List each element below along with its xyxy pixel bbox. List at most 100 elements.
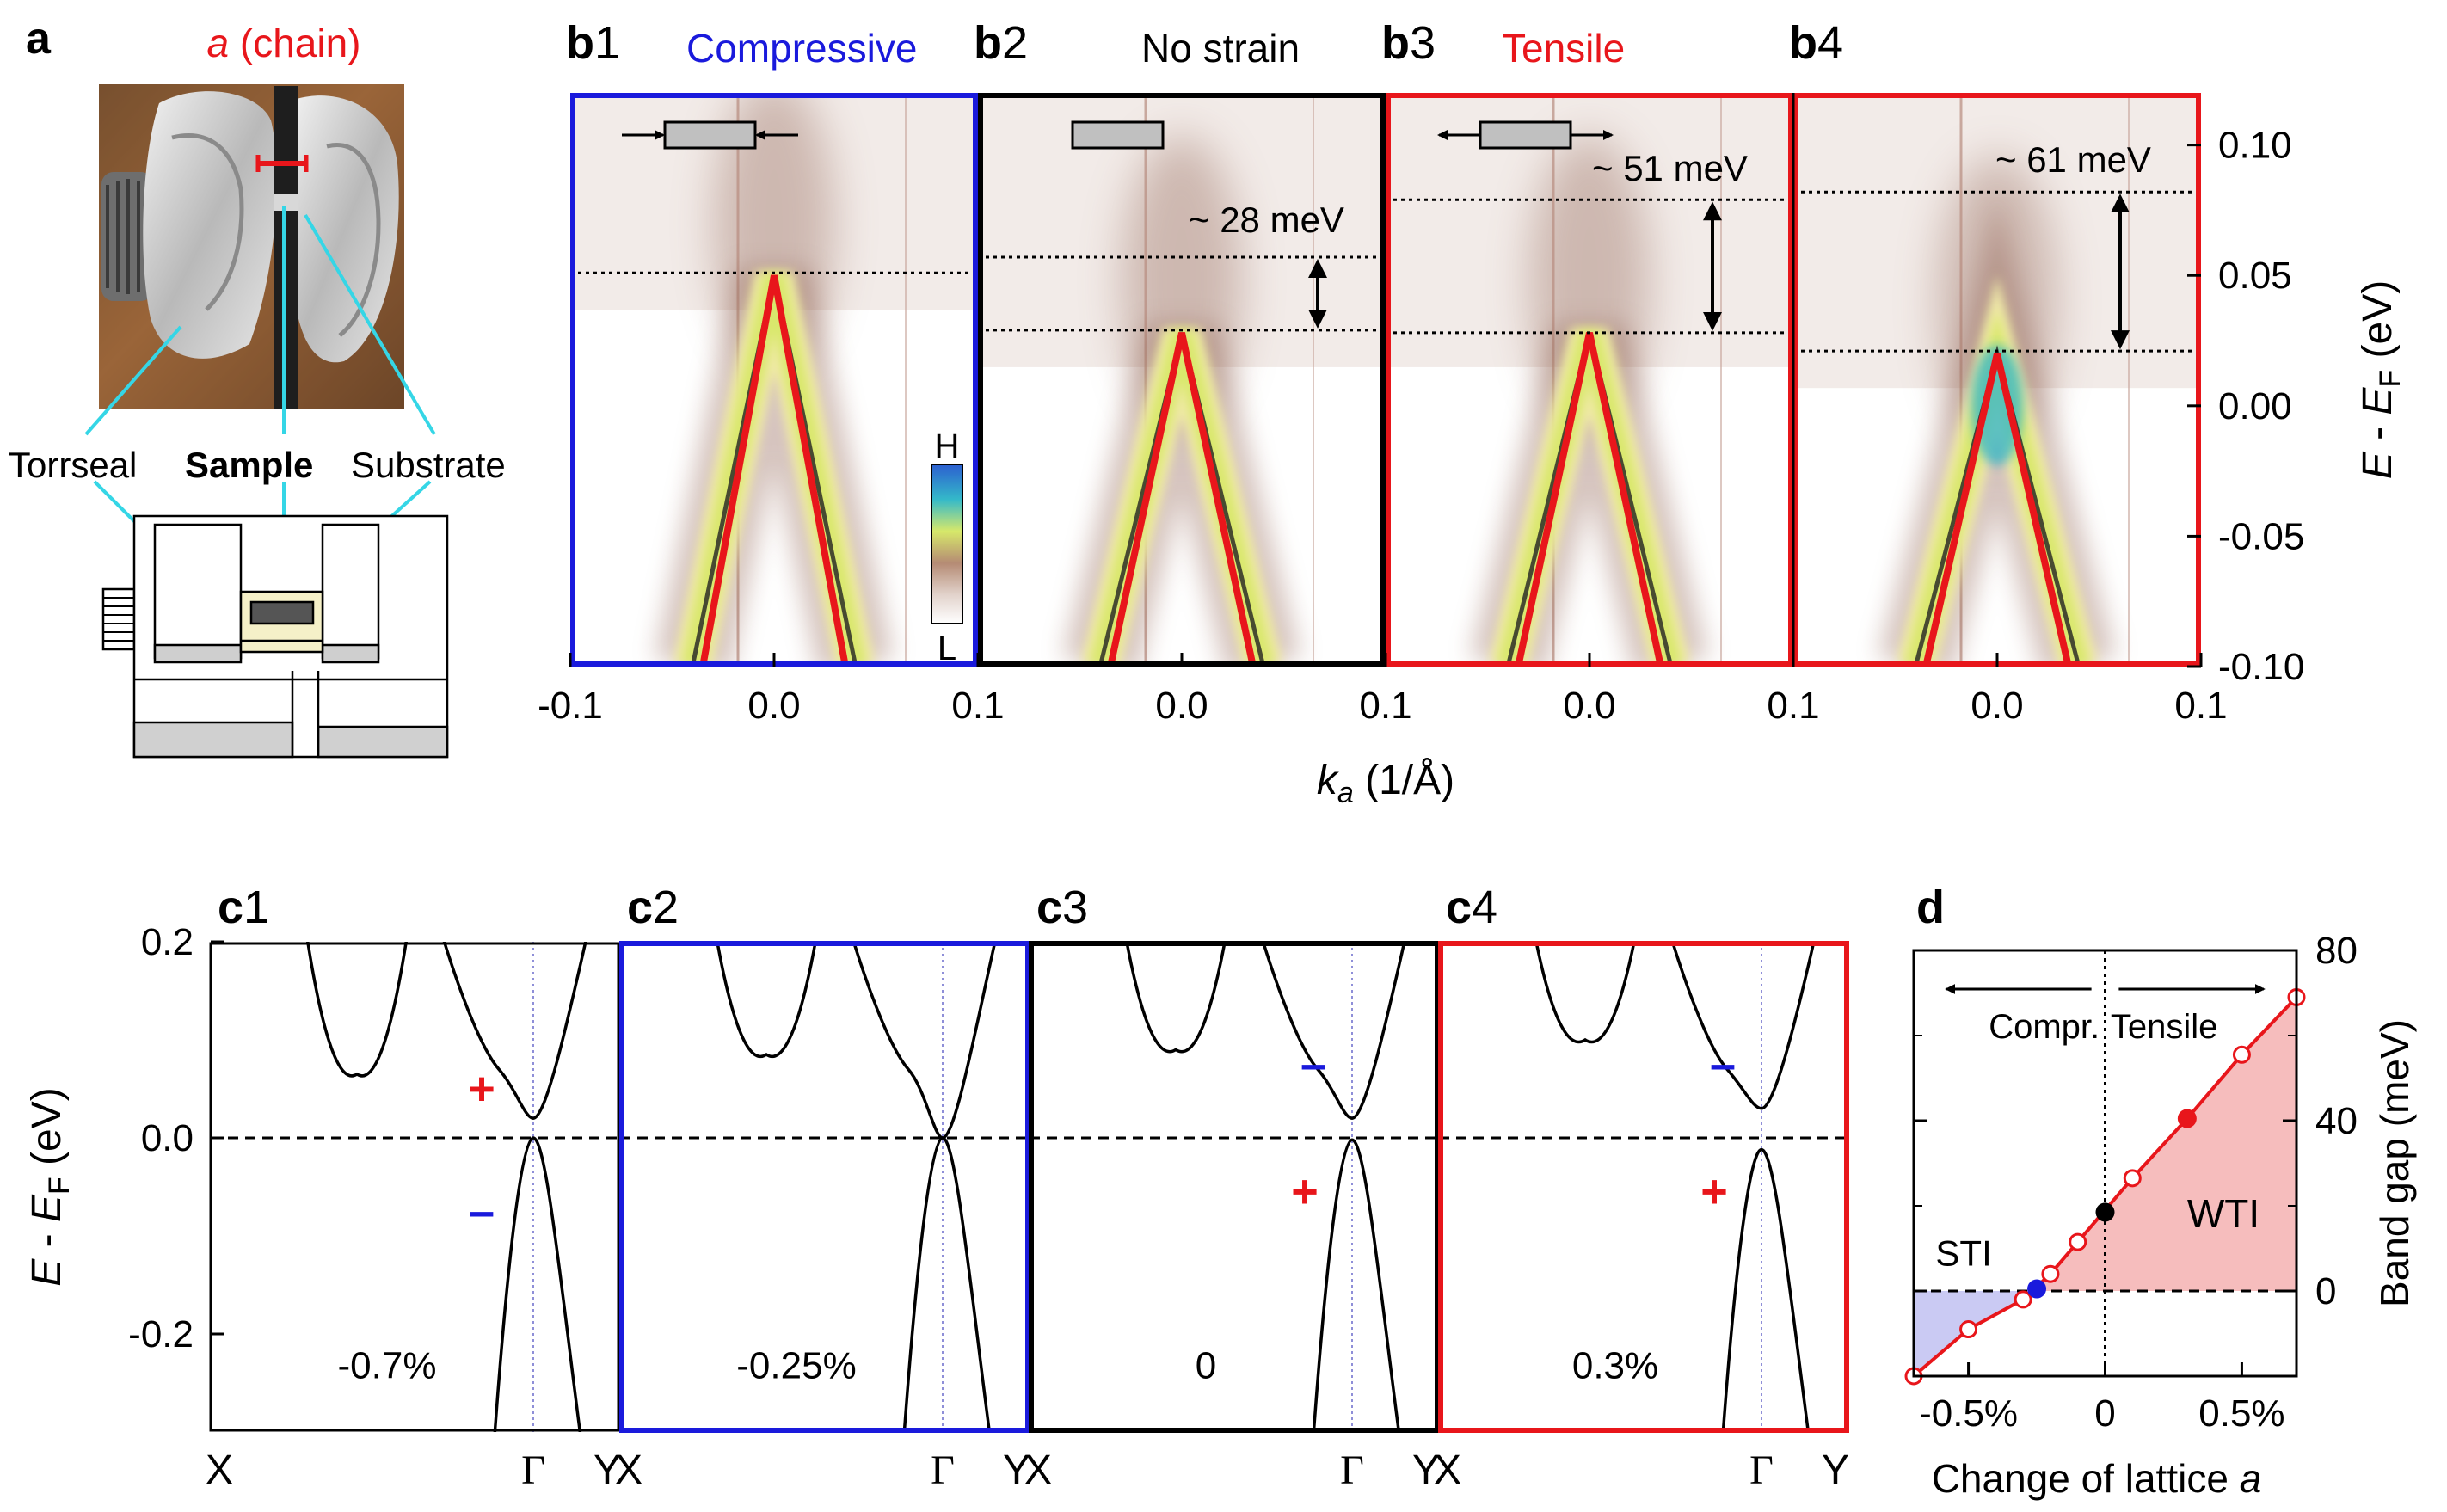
subpanel-letter: c4: [1446, 882, 1497, 933]
data-point: [2069, 1232, 2087, 1251]
band-lines: [1125, 942, 1406, 1432]
strain-value: 0.3%: [1572, 1344, 1658, 1386]
y-tick-label: -0.2: [128, 1313, 194, 1355]
y-tick-label: 40: [2315, 1100, 2358, 1142]
x-tick-label: -0.5%: [1919, 1392, 2018, 1435]
subpanel-frame: [1029, 941, 1440, 1433]
k-point-label: X: [615, 1447, 642, 1493]
x-tick-label: 0.1: [2174, 685, 2227, 727]
wti-label: WTI: [2187, 1191, 2259, 1236]
sti-label: STI: [1935, 1232, 1991, 1273]
subpanel-letter: c3: [1036, 882, 1088, 933]
x-tick-label: 0.1: [951, 685, 1004, 727]
conduction-band: [852, 942, 997, 1140]
highlight-point: [2095, 1202, 2115, 1222]
valence-band: [1721, 1147, 1811, 1432]
y-tick-label: 0.00: [2218, 385, 2292, 427]
colorbar-high-label: H: [935, 427, 960, 465]
data-point: [2014, 1290, 2032, 1309]
panel-a-letter: a: [26, 14, 52, 64]
panel-a: a a (chain): [9, 14, 506, 759]
k-point-label: X: [206, 1447, 233, 1493]
panel-b: H Lb1 Compressive ~ 28 meV b2 No strain ~ 51 m…: [538, 17, 2407, 809]
subpanel-frame: [619, 941, 1030, 1433]
dirac-cone-fit: [699, 274, 849, 667]
parity-sign-lower: –: [469, 1186, 495, 1238]
y-tick-label: 0.10: [2218, 125, 2292, 167]
conduction-band: [1261, 942, 1406, 1120]
k-point-label: Γ: [1340, 1447, 1364, 1493]
y-tick-label: -0.10: [2218, 646, 2304, 688]
arpes-intensity: [978, 93, 1386, 667]
x-axis-label: ka (1/Å): [1317, 758, 1454, 809]
parity-sign-lower: +: [1291, 1166, 1319, 1218]
y-tick-label: 80: [2315, 930, 2358, 972]
band-lines: [306, 942, 587, 1432]
k-point-label: Y: [1822, 1447, 1849, 1493]
electron-pocket: [1125, 942, 1227, 1054]
valence-band: [1312, 1138, 1401, 1432]
x-tick-label: 0: [2094, 1392, 2115, 1435]
arpes-subpanel-b2: ~ 28 meV b2 No strain: [974, 17, 1386, 667]
arpes-subpanel-b4: ~ 61 meV b4: [1789, 17, 2201, 667]
band-lines: [716, 942, 997, 1432]
x-tick-label: 0.1: [1767, 685, 1819, 727]
arpes-intensity: [570, 93, 978, 667]
band-subpanel-c2: -0.25% c2: [619, 882, 1030, 1433]
sti-region: [1914, 1291, 2032, 1376]
data-point: [1959, 1320, 1978, 1339]
dirac-cone-fit: [1107, 332, 1257, 667]
k-point-label: Γ: [521, 1447, 545, 1493]
k-point-label: Γ: [931, 1447, 955, 1493]
k-point-label: Γ: [1749, 1447, 1774, 1493]
parity-sign-upper: +: [468, 1063, 495, 1115]
k-point-label: X: [1024, 1447, 1052, 1493]
band-lines: [1534, 942, 1816, 1432]
k-point-label: Y: [1412, 1447, 1440, 1493]
gap-value-label: ~ 61 meV: [1995, 139, 2151, 180]
data-point: [2041, 1264, 2060, 1283]
subpanel-letter: b2: [974, 17, 1028, 69]
parity-sign-upper: –: [1710, 1039, 1736, 1091]
subpanel-letter: b3: [1381, 17, 1436, 69]
subpanel-letter: c2: [627, 882, 679, 933]
y-tick-label: 0: [2315, 1270, 2336, 1312]
k-point-label: X: [1434, 1447, 1461, 1493]
subpanel-title: No strain: [1141, 26, 1300, 71]
panel-a-title: a (chain): [207, 21, 361, 65]
strain-value: 0: [1196, 1344, 1216, 1386]
highlight-point: [2027, 1279, 2047, 1299]
gap-value-label: ~ 28 meV: [1189, 200, 1344, 240]
x-tick-label: 0.0: [1971, 685, 2023, 727]
tensile-label: Tensile: [2111, 1008, 2218, 1046]
label-sample: Sample: [185, 445, 313, 485]
y-tick-label: 0.0: [141, 1117, 194, 1159]
sample-photo: [99, 84, 404, 409]
subpanel-frame: [1438, 941, 1849, 1433]
arpes-subpanel-b3: ~ 51 meV b3 Tensile: [1381, 17, 1793, 667]
strain-schematic: [663, 120, 757, 150]
subpanel-letter: b4: [1789, 17, 1843, 69]
y-axis-label: Band gap (meV): [2372, 1019, 2417, 1307]
valence-band: [493, 1136, 582, 1432]
subpanel-letter: c1: [218, 882, 269, 933]
panel-d-letter: d: [1916, 882, 1945, 933]
strain-schematic: [1071, 120, 1165, 150]
data-point: [2232, 1045, 2251, 1064]
strain-value: -0.25%: [736, 1344, 856, 1386]
y-tick-label: 0.2: [141, 921, 194, 963]
x-axis-label: Change of lattice a: [1932, 1456, 2262, 1501]
dirac-cone-fit: [1922, 353, 2072, 667]
k-point-label: Y: [1003, 1447, 1030, 1493]
panel-d: d 80 40 0 -0.5% 0 0.5% Change of lattice a Band …: [1904, 882, 2417, 1501]
band-subpanel-c3: – +0 c3: [1029, 882, 1440, 1433]
subpanel-frame: [209, 942, 620, 1432]
y-tick-label: 0.05: [2218, 255, 2292, 297]
colorbar: [931, 464, 963, 624]
compr-label: Compr.: [1989, 1008, 2100, 1046]
highlight-point: [2177, 1109, 2197, 1128]
band-subpanel-c1: + – -0.7% c1: [209, 882, 620, 1432]
parity-sign-lower: +: [1700, 1166, 1728, 1218]
arpes-subpanel-b1: H Lb1 Compressive: [566, 17, 978, 667]
